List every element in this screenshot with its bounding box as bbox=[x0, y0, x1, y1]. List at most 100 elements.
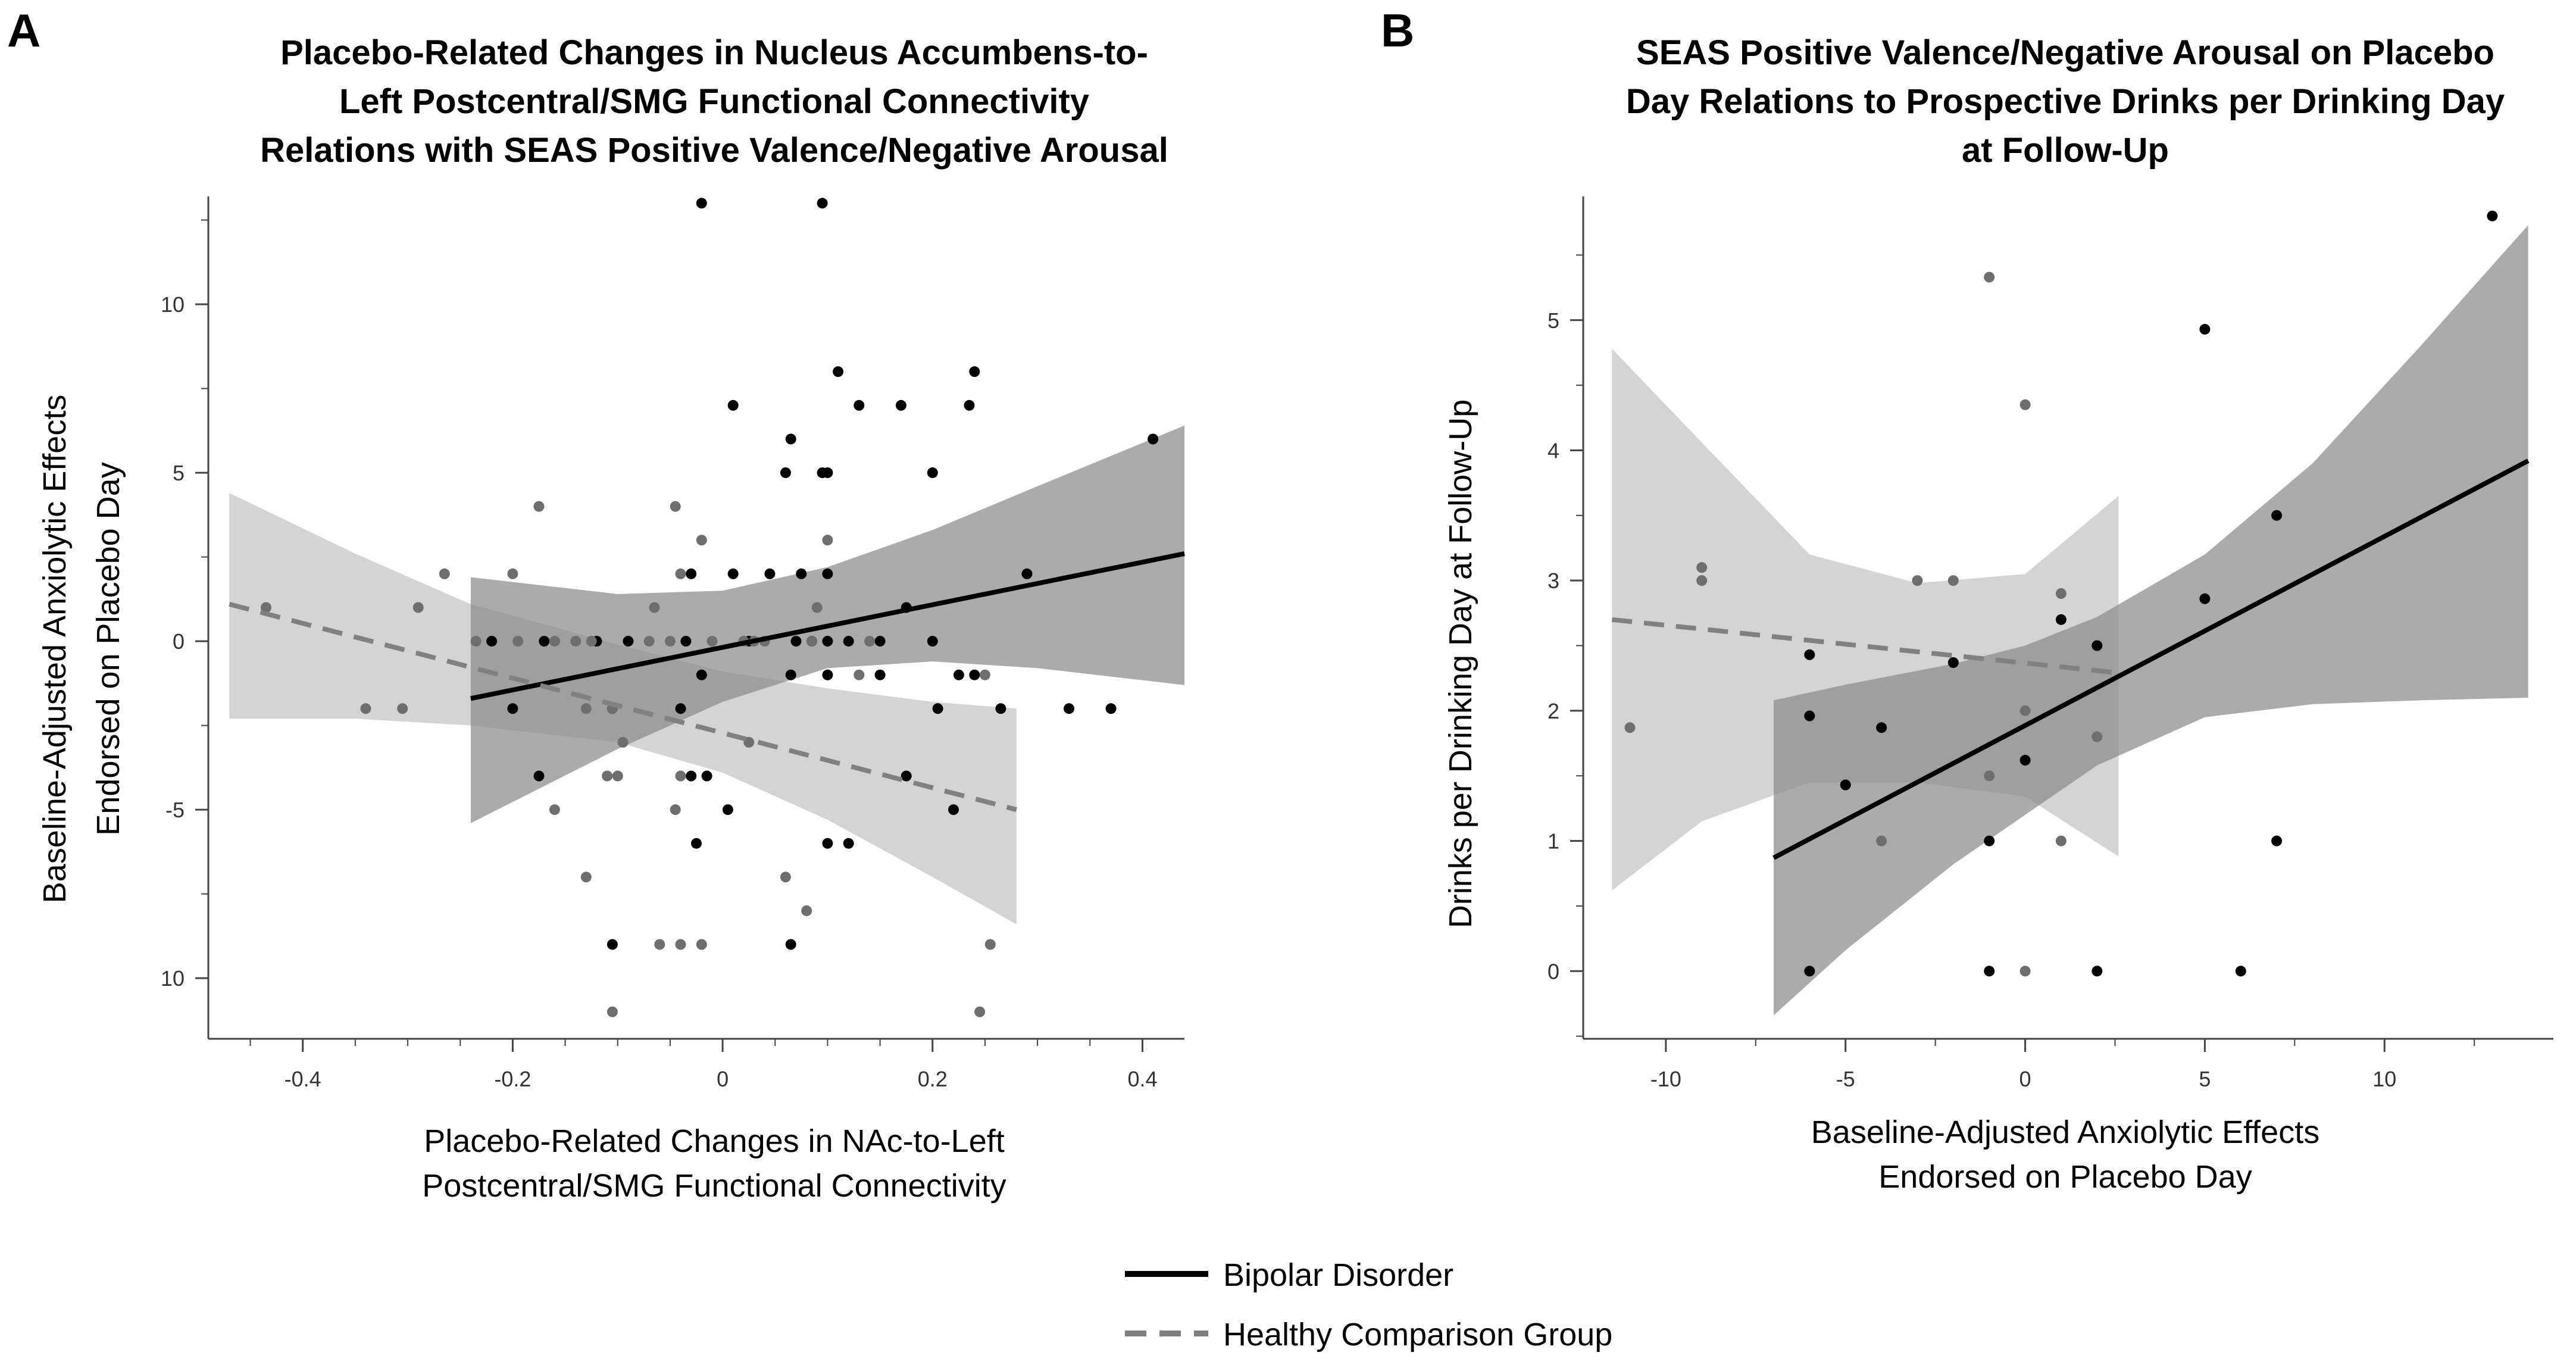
panel-a-point-healthy-comparison bbox=[412, 602, 424, 613]
panel-a-point-healthy-comparison bbox=[470, 636, 482, 647]
panel-b-point-healthy-comparison bbox=[1947, 575, 1959, 586]
panel-a-point-healthy-comparison bbox=[533, 501, 545, 512]
panel-a-point-bipolar-disorder bbox=[785, 669, 796, 680]
panel-b-y-tick-label: 1 bbox=[1548, 829, 1559, 854]
panel-a-point-bipolar-disorder bbox=[1148, 433, 1159, 445]
panel-a-point-bipolar-disorder bbox=[696, 669, 707, 680]
panel-a-point-healthy-comparison bbox=[864, 636, 875, 647]
panel-a-point-bipolar-disorder bbox=[874, 669, 886, 680]
panel-b-x-tick-label: 10 bbox=[2372, 1067, 2396, 1091]
panel-a-point-healthy-comparison bbox=[664, 636, 676, 647]
panel-b-point-healthy-comparison bbox=[1696, 562, 1708, 573]
panel-a-point-bipolar-disorder bbox=[895, 399, 906, 411]
panel-a-x-tick-label: -0.4 bbox=[285, 1067, 321, 1091]
panel-a-point-bipolar-disorder bbox=[854, 399, 865, 411]
panel-b-point-bipolar-disorder bbox=[2271, 510, 2283, 521]
panel-a-point-bipolar-disorder bbox=[675, 703, 686, 714]
legend-label-bipolar-disorder: Bipolar Disorder bbox=[1223, 1257, 1453, 1293]
panel-b-point-bipolar-disorder bbox=[1947, 657, 1959, 668]
panel-b-point-healthy-comparison bbox=[2019, 705, 2031, 716]
panel-a-point-bipolar-disorder bbox=[843, 838, 854, 849]
panel-b-x-tick-label: 0 bbox=[2019, 1067, 2031, 1091]
panel-a-point-bipolar-disorder bbox=[533, 770, 545, 782]
panel-a-point-bipolar-disorder bbox=[822, 838, 833, 849]
panel-b-point-bipolar-disorder bbox=[1804, 966, 1815, 977]
panel-a-point-bipolar-disorder bbox=[486, 636, 498, 647]
panel-a-point-bipolar-disorder bbox=[764, 568, 776, 579]
legend-label-healthy-comparison: Healthy Comparison Group bbox=[1223, 1317, 1612, 1353]
panel-b-point-bipolar-disorder bbox=[1804, 710, 1815, 722]
panel-a-point-bipolar-disorder bbox=[780, 467, 791, 479]
panel-b-y-tick-label: 4 bbox=[1548, 438, 1559, 463]
panel-a-point-healthy-comparison bbox=[654, 939, 665, 950]
panel-b-y-tick-label: 0 bbox=[1548, 959, 1559, 983]
panel-a-point-bipolar-disorder bbox=[623, 636, 634, 647]
panel-a-title-line-2: Left Postcentral/SMG Functional Connecti… bbox=[339, 82, 1089, 121]
panel-a-point-bipolar-disorder bbox=[822, 636, 833, 647]
panel-b-x-tick-label: -5 bbox=[1836, 1067, 1855, 1091]
panel-a-letter: A bbox=[7, 4, 40, 57]
panel-a-point-healthy-comparison bbox=[696, 535, 707, 546]
panel-a-point-healthy-comparison bbox=[512, 636, 524, 647]
panel-b-point-bipolar-disorder bbox=[1984, 966, 1995, 977]
panel-a-point-healthy-comparison bbox=[586, 636, 597, 647]
panel-a-y-tick-label: 10 bbox=[161, 292, 185, 317]
panel-a-point-healthy-comparison bbox=[974, 1006, 986, 1017]
panel-b-point-bipolar-disorder bbox=[1984, 835, 1995, 847]
panel-a-point-healthy-comparison bbox=[801, 905, 812, 916]
panel-b: B SEAS Positive Valence/Negative Arousal… bbox=[1381, 4, 2553, 1195]
panel-a-plot-area: -0.4 -0.2 0 0.2 0.4 10 5 0 -5 10 bbox=[161, 196, 1185, 1091]
panel-a-point-healthy-comparison bbox=[507, 568, 518, 579]
panel-b-title-line-1: SEAS Positive Valence/Negative Arousal o… bbox=[1636, 33, 2494, 72]
panel-b-y-tick-label: 2 bbox=[1548, 699, 1559, 723]
panel-b-y-tick-label: 3 bbox=[1548, 569, 1559, 593]
panel-b-point-bipolar-disorder bbox=[2055, 614, 2067, 625]
panel-a-point-bipolar-disorder bbox=[507, 703, 518, 714]
panel-a: A Placebo-Related Changes in Nucleus Acc… bbox=[7, 4, 1185, 1204]
panel-a-point-bipolar-disorder bbox=[727, 568, 739, 579]
panel-a-point-bipolar-disorder bbox=[1105, 703, 1117, 714]
panel-a-y-tick-label: 5 bbox=[173, 461, 185, 485]
panel-a-point-bipolar-disorder bbox=[822, 568, 833, 579]
panel-a-point-bipolar-disorder bbox=[607, 939, 618, 950]
panel-a-point-bipolar-disorder bbox=[680, 636, 692, 647]
panel-b-x-tick-label: -10 bbox=[1650, 1067, 1681, 1091]
panel-b-y-tick-label: 5 bbox=[1548, 308, 1559, 333]
panel-b-x-tick-label: 5 bbox=[2199, 1067, 2211, 1091]
panel-a-y-axis-label-line-2: Endorsed on Placebo Day bbox=[90, 462, 126, 835]
panel-b-point-healthy-comparison bbox=[2092, 731, 2103, 742]
panel-a-point-bipolar-disorder bbox=[901, 770, 912, 782]
panel-a-point-bipolar-disorder bbox=[927, 636, 938, 647]
panel-b-point-healthy-comparison bbox=[2019, 399, 2031, 410]
panel-a-point-bipolar-disorder bbox=[790, 636, 802, 647]
panel-b-point-bipolar-disorder bbox=[2271, 835, 2283, 847]
panel-b-title-line-2: Day Relations to Prospective Drinks per … bbox=[1626, 82, 2505, 121]
panel-a-point-bipolar-disorder bbox=[696, 198, 707, 209]
panel-a-x-tick-label: 0 bbox=[717, 1067, 729, 1091]
panel-a-point-healthy-comparison bbox=[439, 568, 450, 579]
panel-a-point-healthy-comparison bbox=[822, 535, 833, 546]
panel-b-x-axis-label-line-1: Baseline-Adjusted Anxiolytic Effects bbox=[1811, 1114, 2319, 1150]
panel-a-point-healthy-comparison bbox=[602, 770, 613, 782]
panel-a-point-healthy-comparison bbox=[675, 770, 686, 782]
panel-a-point-healthy-comparison bbox=[806, 636, 817, 647]
panel-b-point-bipolar-disorder bbox=[2487, 210, 2498, 221]
panel-b-point-bipolar-disorder bbox=[2235, 966, 2246, 977]
legend: Bipolar Disorder Healthy Comparison Grou… bbox=[1125, 1257, 1612, 1353]
panel-a-point-bipolar-disorder bbox=[1064, 703, 1074, 714]
panel-a-point-healthy-comparison bbox=[261, 602, 271, 613]
panel-b-point-bipolar-disorder bbox=[1840, 779, 1851, 791]
panel-a-y-axis-label-line-1: Baseline-Adjusted Anxiolytic Effects bbox=[37, 395, 73, 903]
panel-a-point-bipolar-disorder bbox=[927, 467, 938, 479]
panel-b-point-healthy-comparison bbox=[1696, 575, 1708, 586]
panel-a-point-bipolar-disorder bbox=[686, 568, 697, 579]
panel-a-point-bipolar-disorder bbox=[1021, 568, 1033, 579]
panel-a-point-bipolar-disorder bbox=[785, 939, 796, 950]
panel-a-x-axis-label-line-1: Placebo-Related Changes in NAc-to-Left bbox=[424, 1123, 1005, 1159]
panel-b-point-healthy-comparison bbox=[1984, 770, 1995, 782]
panel-b-confidence-band-bipolar-disorder bbox=[1774, 225, 2528, 1016]
panel-a-y-tick-label: 10 bbox=[161, 966, 185, 991]
panel-a-point-bipolar-disorder bbox=[539, 636, 550, 647]
panel-a-point-healthy-comparison bbox=[854, 669, 865, 680]
panel-b-point-healthy-comparison bbox=[2055, 588, 2067, 599]
